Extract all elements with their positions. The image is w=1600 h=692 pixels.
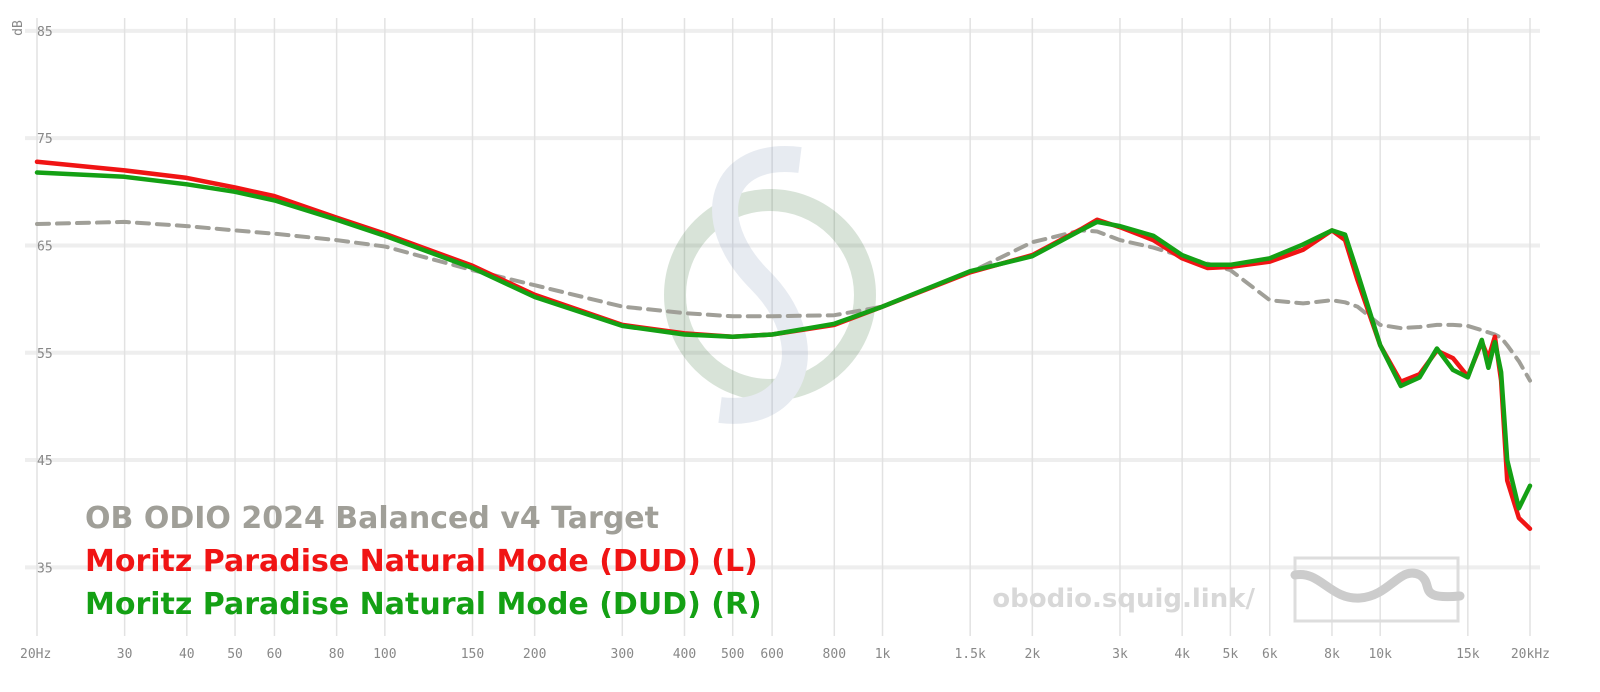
y-tick-label: 65 [37,239,53,254]
x-tick-label: 1k [875,647,891,662]
y-tick-label: 85 [37,25,53,40]
x-tick-label: 60 [267,647,283,662]
x-tick-label: 20kHz [1511,647,1550,662]
legend-entry: Moritz Paradise Natural Mode (DUD) (L) [85,544,758,579]
series-line [34,170,1533,511]
x-tick-label: 80 [329,647,345,662]
x-tick-label: 300 [611,647,634,662]
grid [25,18,1540,636]
x-tick-label: 600 [760,647,783,662]
x-tick-label: 150 [461,647,484,662]
x-tick-label: 4k [1174,647,1190,662]
x-tick-label: 3k [1112,647,1128,662]
x-tick-label: 1.5k [954,647,985,662]
legend-entry: OB ODIO 2024 Balanced v4 Target [85,501,659,536]
x-tick-label: 50 [227,647,243,662]
plot: 35 45 55 65 75 85 20Hz 30 40 50 60 80 100 150 200 300 40… [20,25,1550,662]
wave-logo [1290,556,1465,623]
x-tick-label: 30 [117,647,133,662]
x-tick-label: 2k [1025,647,1041,662]
x-tick-label: 20Hz [20,647,51,662]
y-axis-label: dB [11,20,26,36]
x-tick-label: 40 [179,647,195,662]
x-tick-label: 6k [1262,647,1278,662]
x-tick-label: 8k [1324,647,1340,662]
y-tick-label: 75 [37,132,53,147]
x-tick-label: 200 [523,647,546,662]
y-tick-label: 35 [37,561,53,576]
legend-entry: Moritz Paradise Natural Mode (DUD) (R) [85,587,762,622]
x-tick-label: 500 [721,647,744,662]
watermark: obodio.squig.link/ [992,584,1255,614]
x-tick-label: 100 [373,647,396,662]
y-tick-label: 45 [37,454,53,469]
logo-watermark [664,146,876,424]
x-tick-label: 400 [673,647,696,662]
x-tick-label: 800 [823,647,846,662]
x-tick-label: 5k [1223,647,1239,662]
x-tick-label: 10k [1368,647,1392,662]
y-tick-label: 55 [37,347,53,362]
x-tick-label: 15k [1456,647,1480,662]
series-line [35,219,1532,383]
